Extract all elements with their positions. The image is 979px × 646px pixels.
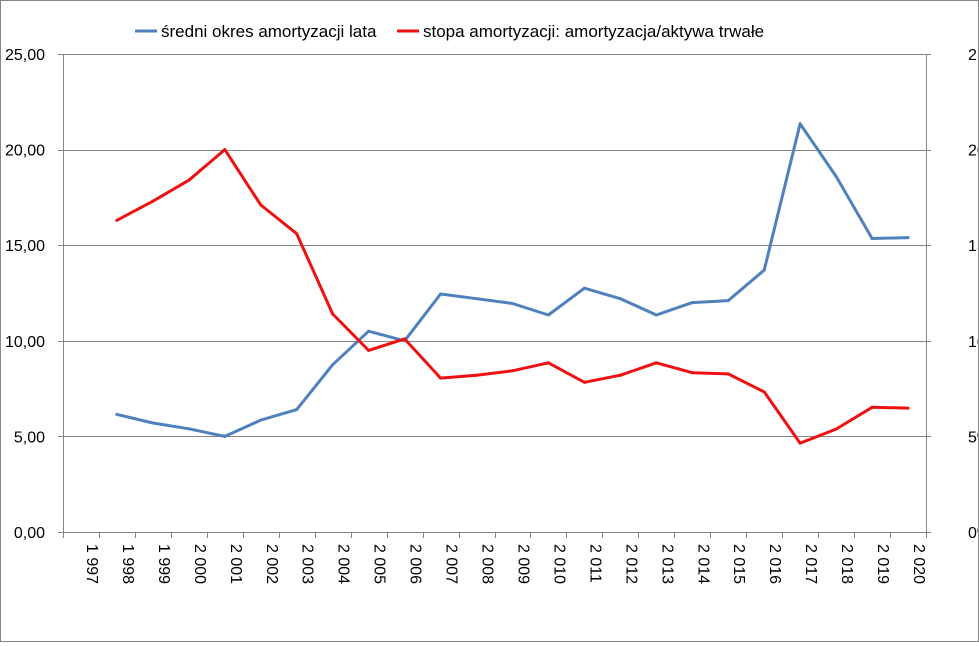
data-point: [331, 312, 335, 316]
data-point: [834, 174, 838, 178]
data-point: [834, 427, 838, 431]
x-axis-tick-label: 2 017: [802, 544, 819, 584]
data-point: [403, 337, 407, 341]
x-axis-tick-label: 2 003: [299, 544, 316, 584]
data-point: [546, 313, 550, 317]
x-axis-tick-label: 2 006: [407, 544, 424, 584]
data-point: [762, 390, 766, 394]
legend-label: stopa amortyzacji: amortyzacja/aktywa tr…: [423, 22, 764, 41]
x-axis-tick-label: 2 014: [694, 544, 711, 584]
left-axis-tick-label: 10,00: [5, 334, 45, 351]
data-point: [367, 348, 371, 352]
x-axis-tick-label: 2 020: [910, 544, 927, 584]
data-point: [295, 408, 299, 412]
data-point: [439, 376, 443, 380]
data-point: [870, 237, 874, 240]
x-axis-tick-label: 2 000: [191, 544, 208, 584]
series-line-2: [115, 148, 910, 445]
x-axis-tick-label: 2 005: [371, 544, 388, 584]
data-point: [762, 268, 766, 272]
data-point: [582, 286, 586, 290]
data-point: [475, 297, 478, 301]
data-point: [690, 371, 694, 375]
x-axis-tick-label: 1 998: [119, 544, 136, 584]
data-point: [582, 380, 586, 384]
data-point: [439, 292, 443, 296]
right-axis-tick-label: 15%: [968, 238, 978, 255]
right-axis-tick-label: 5%: [968, 429, 978, 446]
x-axis-tick-label: 2 008: [479, 544, 496, 584]
x-axis-tick-label: 2 004: [335, 544, 352, 584]
x-axis-tick-labels: 1 997 1 998 1 999 2 000 2 001 2 002 2 003 2 004…: [83, 544, 927, 584]
right-axis-tick-label: 20%: [968, 143, 978, 160]
left-axis-tick-label: 5,00: [14, 429, 45, 446]
data-point: [726, 372, 730, 376]
data-point: [654, 313, 658, 317]
data-point: [259, 418, 263, 422]
data-point: [906, 406, 910, 410]
data-point: [151, 421, 155, 425]
x-axis-tick-label: 2 015: [730, 544, 747, 584]
series-lines: [115, 122, 910, 445]
left-axis-tick-label: 15,00: [5, 238, 45, 255]
data-point: [187, 427, 191, 431]
x-axis-tick-label: 2 018: [838, 544, 855, 584]
data-point: [223, 148, 227, 152]
data-point: [511, 302, 514, 305]
x-axis-tick-label: 2 011: [586, 544, 603, 583]
left-axis-tick-label: 20,00: [5, 143, 45, 160]
x-axis-tick-label: 2 009: [514, 544, 531, 584]
x-axis-tick-label: 2 002: [263, 544, 280, 584]
data-point: [187, 178, 191, 182]
right-axis-tick-labels: 0% 5% 10% 15% 20% 25%: [968, 47, 979, 542]
data-point: [618, 373, 622, 377]
data-point: [906, 236, 910, 240]
right-axis-tick-label: 25%: [968, 47, 978, 64]
data-point: [331, 363, 335, 367]
data-point: [546, 361, 550, 365]
data-point: [726, 299, 730, 303]
data-point: [115, 412, 119, 416]
data-point: [511, 369, 514, 373]
x-axis-tick-label: 2 010: [550, 544, 567, 584]
data-point: [295, 232, 299, 236]
data-point: [259, 203, 263, 207]
data-point: [870, 405, 874, 409]
data-point: [618, 297, 622, 301]
series-line-1: [115, 122, 910, 438]
left-axis-tick-label: 0,00: [14, 525, 45, 542]
gridlines: [63, 54, 926, 437]
left-axis-tick-labels: 0,00 5,00 10,00 15,00 20,00 25,00: [5, 47, 45, 542]
right-axis-tick-label: 10%: [968, 334, 978, 351]
right-axis-tick-label: 0%: [968, 525, 978, 542]
x-axis-tick-label: 2 013: [658, 544, 675, 584]
legend: średni okres amortyzacji lata stopa amort…: [135, 22, 764, 41]
legend-label: średni okres amortyzacji lata: [161, 22, 377, 41]
data-point: [654, 361, 658, 365]
data-point: [115, 218, 119, 222]
x-axis-tick-label: 2 001: [227, 544, 244, 584]
x-axis-tick-label: 1 999: [155, 544, 172, 584]
x-axis-tick-label: 2 007: [443, 544, 460, 584]
x-axis-tick-label: 2 019: [874, 544, 891, 584]
data-point: [223, 434, 227, 438]
data-point: [367, 329, 371, 333]
left-axis-tick-label: 25,00: [5, 47, 45, 64]
axes: [58, 54, 931, 538]
data-point: [475, 373, 478, 377]
data-point: [151, 199, 155, 203]
data-point: [690, 301, 694, 305]
data-point: [798, 122, 802, 126]
x-axis-tick-label: 2 016: [766, 544, 783, 584]
data-point: [798, 441, 802, 445]
x-axis-tick-label: 1 997: [83, 544, 100, 584]
x-axis-tick-label: 2 012: [622, 544, 639, 584]
